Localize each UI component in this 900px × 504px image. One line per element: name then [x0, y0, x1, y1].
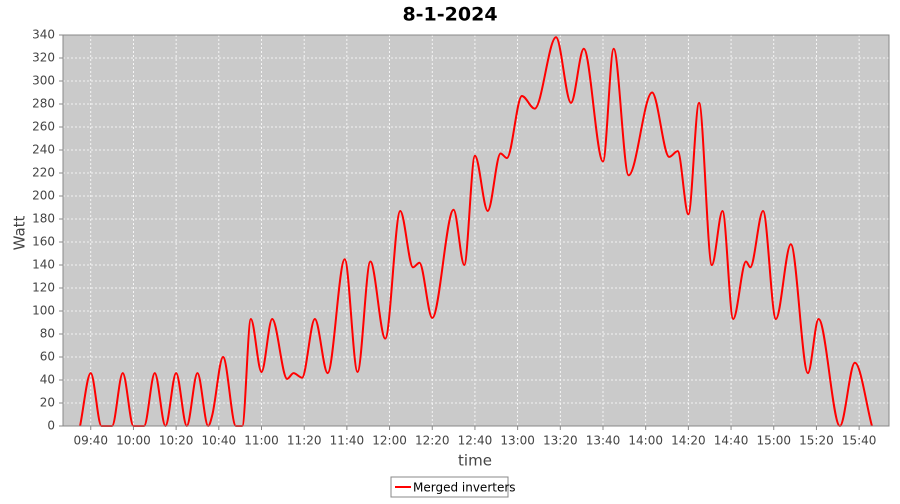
- legend-box: [390, 476, 509, 498]
- y-tick-label: 80: [40, 327, 55, 341]
- y-tick-label: 260: [32, 120, 55, 134]
- x-tick-label: 13:20: [543, 434, 578, 448]
- x-tick-label: 11:00: [244, 434, 279, 448]
- x-tick-label: 10:20: [159, 434, 194, 448]
- chart-title: 8-1-2024: [402, 4, 497, 26]
- y-tick-label: 120: [32, 281, 55, 295]
- x-tick-label: 10:40: [202, 434, 237, 448]
- x-tick-label: 15:40: [842, 434, 877, 448]
- x-tick-label: 13:40: [586, 434, 621, 448]
- x-tick-label: 15:20: [799, 434, 834, 448]
- x-tick-label: 12:00: [372, 434, 407, 448]
- y-tick-label: 220: [32, 166, 55, 180]
- y-tick-label: 20: [40, 396, 55, 410]
- x-tick-label: 13:00: [500, 434, 535, 448]
- y-tick-label: 0: [47, 419, 55, 433]
- y-tick-label: 40: [40, 373, 55, 387]
- plot-border: [62, 34, 890, 427]
- x-tick-label: 12:40: [458, 434, 493, 448]
- x-tick-label: 14:00: [628, 434, 663, 448]
- y-tick-label: 340: [32, 28, 55, 42]
- y-tick-label: 60: [40, 350, 55, 364]
- y-tick-label: 300: [32, 74, 55, 88]
- x-tick-label: 11:40: [330, 434, 365, 448]
- x-axis-label: time: [458, 452, 492, 470]
- y-tick-label: 100: [32, 304, 55, 318]
- x-tick-label: 12:20: [415, 434, 450, 448]
- y-tick-label: 280: [32, 97, 55, 111]
- y-tick-label: 180: [32, 212, 55, 226]
- legend-label: Merged inverters: [413, 481, 516, 495]
- legend: Merged inverters: [390, 476, 516, 498]
- y-axis-label: Watt: [11, 215, 29, 250]
- y-tick-label: 320: [32, 51, 55, 65]
- x-tick-label: 15:00: [756, 434, 791, 448]
- x-tick-label: 11:20: [287, 434, 322, 448]
- x-tick-label: 14:40: [714, 434, 749, 448]
- y-tick-label: 140: [32, 258, 55, 272]
- x-tick-label: 09:40: [73, 434, 108, 448]
- y-tick-label: 200: [32, 189, 55, 203]
- y-tick-label: 240: [32, 143, 55, 157]
- y-tick-label: 160: [32, 235, 55, 249]
- x-tick-label: 14:20: [671, 434, 706, 448]
- plot-area: [63, 35, 889, 426]
- x-tick-label: 10:00: [116, 434, 151, 448]
